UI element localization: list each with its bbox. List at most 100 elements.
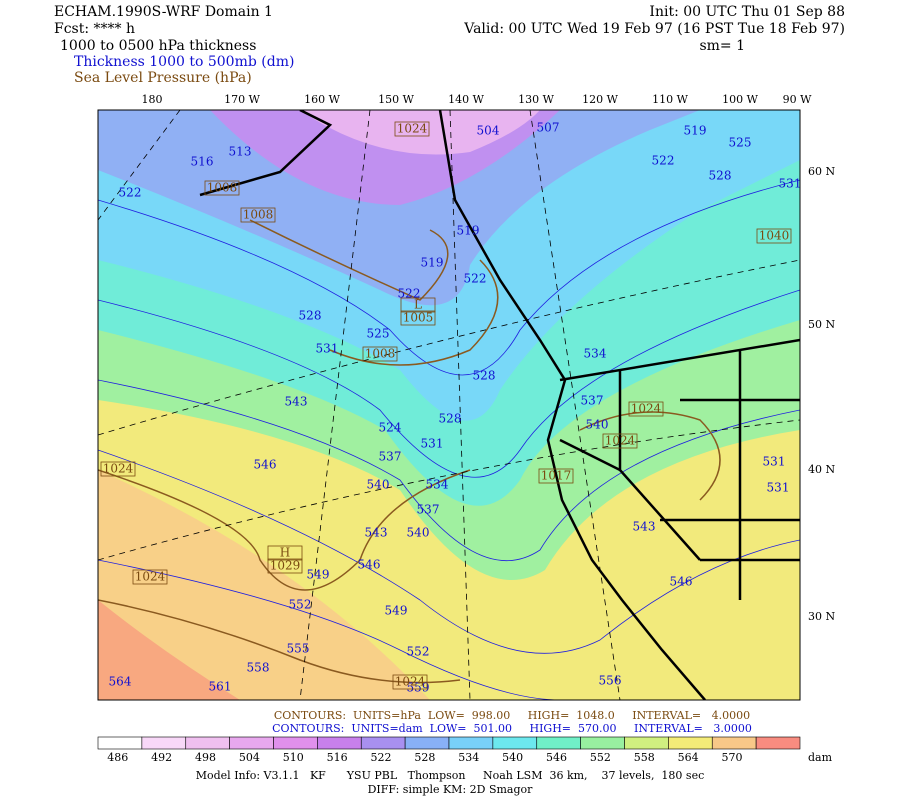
colorbar-swatch: [404, 736, 450, 750]
longitude-label: 90 W: [783, 93, 812, 106]
pressure-label: 1008: [243, 208, 274, 222]
header-text: sm= 1: [699, 38, 745, 54]
thickness-label: 522: [119, 186, 142, 200]
pressure-box: [756, 228, 792, 244]
thickness-label: 519: [457, 224, 480, 238]
colorbar-label: 534: [458, 751, 479, 764]
colorbar-swatch: [229, 736, 274, 750]
thickness-label: 549: [307, 568, 330, 582]
colorbar-swatch: [755, 736, 801, 750]
pressure-box: [204, 180, 240, 196]
colorbar-label: 504: [239, 751, 260, 764]
pressure-label: 1008: [207, 181, 238, 195]
colorbar-label: 558: [634, 751, 655, 764]
pressure-label: 1024: [395, 675, 426, 689]
header-text: Sea Level Pressure (hPa): [74, 70, 252, 86]
pressure-box: [240, 207, 276, 223]
thickness-label: 546: [254, 458, 277, 472]
colorbar-label: 546: [546, 751, 567, 764]
longitude-label: 150 W: [378, 93, 414, 106]
pressure-box: [628, 401, 664, 417]
thickness-label: 558: [247, 661, 270, 675]
colorbar-swatch: [360, 736, 406, 750]
thickness-label: 519: [421, 256, 444, 270]
pressure-box: [602, 433, 638, 449]
header-text: Init: 00 UTC Thu 01 Sep 88: [649, 4, 845, 20]
thickness-label: 543: [285, 395, 308, 409]
thickness-label: 552: [289, 598, 312, 612]
latitude-label: 30 N: [808, 610, 835, 623]
pressure-label: H: [280, 546, 290, 560]
thickness-label: 559: [407, 681, 430, 695]
longitude-label: 100 W: [722, 93, 758, 106]
pressure-box: [400, 297, 436, 313]
thickness-label: 531: [767, 481, 790, 495]
thickness-label: 513: [229, 145, 252, 159]
header-text: ECHAM.1990S-WRF Domain 1: [54, 4, 273, 20]
colorbar-swatch: [185, 736, 230, 750]
longitude-label: 120 W: [582, 93, 618, 106]
thickness-label: 524: [379, 421, 402, 435]
map-frame: [97, 109, 801, 701]
header-text: 1000 to 0500 hPa thickness: [60, 38, 256, 54]
colorbar-swatch: [580, 736, 625, 750]
colorbar-label: 522: [370, 751, 391, 764]
pressure-box: [400, 310, 436, 326]
map-fill: [98, 110, 800, 700]
header-text: Valid: 00 UTC Wed 19 Feb 97 (16 PST Tue …: [463, 21, 845, 37]
contour-info: CONTOURS: UNITS=hPa LOW= 998.00 HIGH= 10…: [274, 709, 750, 722]
colorbar-swatch: [448, 736, 494, 750]
colorbar-swatch: [317, 736, 362, 750]
colorbar-label: 492: [151, 751, 172, 764]
pressure-box: [392, 674, 428, 690]
pressure-box: [538, 468, 574, 484]
thickness-label: 537: [379, 450, 402, 464]
thickness-label: 531: [316, 342, 339, 356]
latitude-label: 60 N: [808, 165, 835, 178]
colorbar-label: 510: [283, 751, 304, 764]
thickness-label: 534: [426, 478, 449, 492]
thickness-label: 531: [763, 455, 786, 469]
thickness-label: 528: [299, 309, 322, 323]
header: ECHAM.1990S-WRF Domain 1 Fcst: **** h 10…: [54, 4, 845, 86]
thickness-label: 522: [464, 272, 487, 286]
colorbar-label: 486: [107, 751, 128, 764]
thickness-label: 537: [581, 394, 604, 408]
thickness-label: 504: [477, 124, 500, 138]
colorbar-swatch: [492, 736, 538, 750]
thickness-label: 549: [385, 604, 408, 618]
thickness-label: 561: [209, 680, 232, 694]
pressure-label: 1024: [397, 122, 428, 136]
pressure-label: 1005: [403, 311, 434, 325]
pressure-label: 1040: [759, 229, 790, 243]
thickness-label: 546: [358, 558, 381, 572]
thickness-label: 540: [586, 418, 609, 432]
thickness-label: 525: [367, 327, 390, 341]
colorbar-label: 516: [327, 751, 348, 764]
pressure-box: [100, 461, 136, 477]
thickness-label: 534: [584, 347, 607, 361]
thickness-label: 537: [417, 503, 440, 517]
pressure-label: 1024: [103, 462, 134, 476]
thickness-label: 546: [670, 575, 693, 589]
colorbar-swatch: [668, 736, 713, 750]
longitude-label: 170 W: [224, 93, 260, 106]
thickness-label: 543: [633, 520, 656, 534]
header-text: Thickness 1000 to 500mb (dm): [74, 54, 294, 70]
pressure-label: 1029: [270, 559, 301, 573]
model-info: Model Info: V3.1.1 KF YSU PBL Thompson N…: [196, 769, 705, 782]
model-info: DIFF: simple KM: 2D Smagor: [368, 783, 534, 796]
pressure-box: [394, 121, 430, 137]
colorbar-swatch: [273, 736, 318, 750]
colorbar-swatch: [624, 736, 669, 750]
thickness-label: 552: [407, 645, 430, 659]
thickness-label: 507: [537, 121, 560, 135]
pressure-label: 1024: [631, 402, 662, 416]
colorbar-swatch: [711, 736, 757, 750]
pressure-box: [362, 346, 398, 362]
pressure-box: [132, 569, 168, 585]
thickness-label: 525: [729, 136, 752, 150]
thickness-label: 522: [652, 154, 675, 168]
latitude-label: 50 N: [808, 318, 835, 331]
